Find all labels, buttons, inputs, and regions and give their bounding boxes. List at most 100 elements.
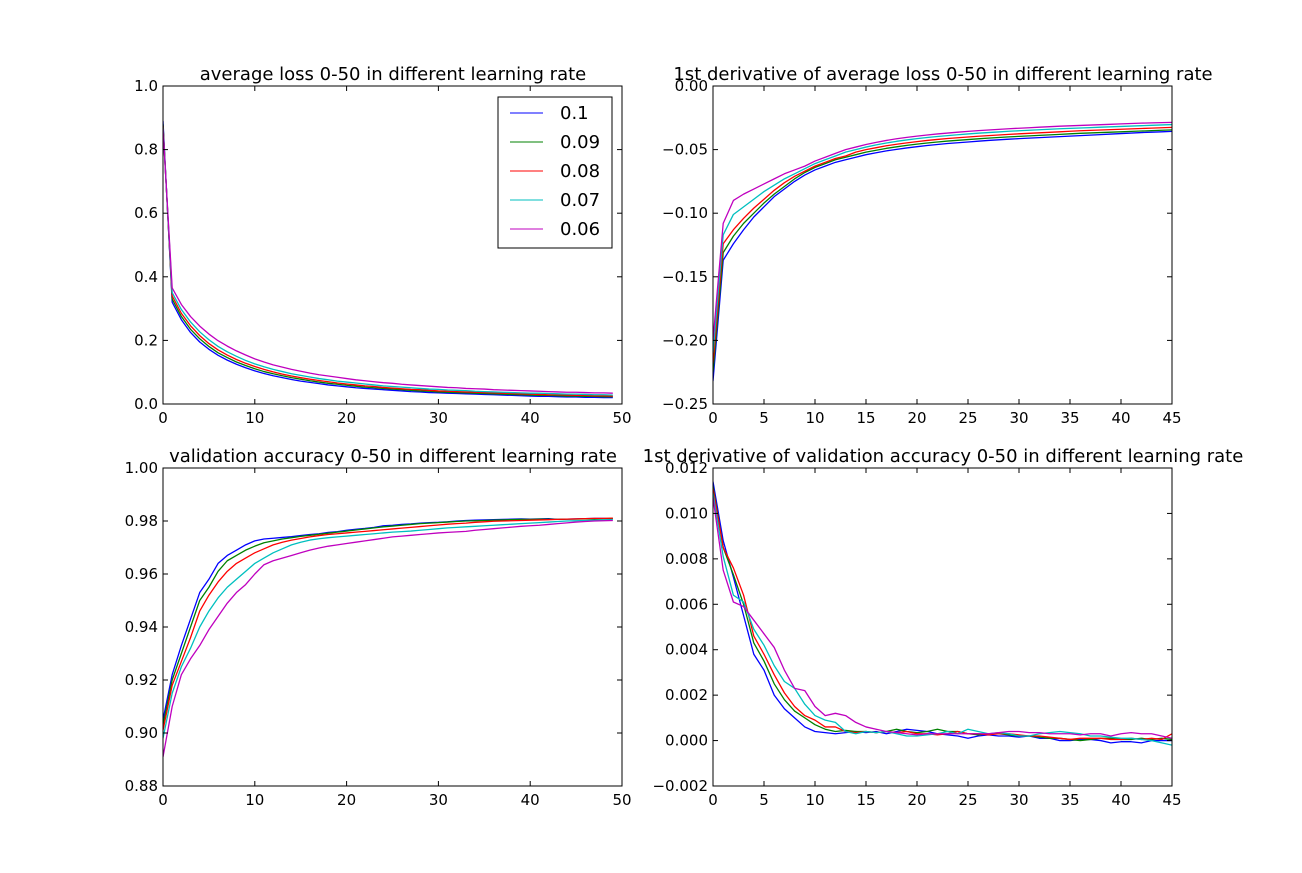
series-line-0.06 [713, 497, 1172, 739]
legend-box [497, 96, 613, 249]
subplot-validation-accuracy: 0 10 20 30 40 500.880.900.920.940.960.981.00 … [125, 446, 632, 809]
x-tick-label: 40 [521, 791, 540, 809]
y-tick-label: 0.98 [125, 512, 158, 530]
y-tick-label: 1.00 [125, 459, 158, 477]
y-tick-label: 0.000 [665, 732, 708, 750]
y-tick-label: 0.00 [675, 77, 708, 95]
x-tick-label: 0 [708, 791, 718, 809]
y-tick-label: −0.15 [662, 268, 708, 286]
y-tick-label: 1.0 [134, 77, 158, 95]
x-tick-label: 15 [856, 409, 875, 427]
plot-area: 0 5 10 15 20 25 30 35 40 45 −0.002 0.000 0.002 0.004 0… [652, 459, 1181, 809]
series-line-0.09 [713, 129, 1172, 373]
y-tick-label: 0.88 [125, 777, 158, 795]
series-group [163, 517, 613, 757]
series-line-0.07 [713, 123, 1172, 354]
series-line-0.06 [163, 128, 613, 394]
y-tick-label: 0.2 [134, 331, 158, 349]
subplot-title: average loss 0-50 in different learning … [200, 64, 587, 85]
legend-entry: 0.08 [510, 161, 600, 182]
legend-entry: 0.07 [510, 190, 600, 211]
x-tick-label: 25 [958, 409, 977, 427]
y-tick-label: 0.96 [125, 565, 158, 583]
y-tick-label: 0.008 [665, 550, 708, 568]
x-tick-label: 35 [1060, 409, 1079, 427]
y-tick-label: 0.002 [665, 686, 708, 704]
x-tick-label: 5 [759, 791, 769, 809]
x-tick-label: 45 [1162, 791, 1181, 809]
x-tick-label: 50 [612, 409, 631, 427]
subplot-title: validation accuracy 0-50 in different le… [169, 446, 617, 467]
series-line-0.1 [163, 120, 613, 399]
x-tick-label: 35 [1060, 791, 1079, 809]
x-tick-label: 30 [429, 409, 448, 427]
axes-frame [712, 85, 1173, 405]
y-tick-label: −0.20 [662, 331, 708, 349]
series-line-0.08 [163, 517, 613, 731]
legend-entry: 0.06 [510, 219, 600, 240]
y-tick-label: −0.05 [662, 141, 708, 159]
series-line-0.1 [713, 130, 1172, 382]
y-tick-label: 0.004 [665, 641, 708, 659]
series-line-0.08 [713, 126, 1172, 364]
x-tick-label: 0 [158, 409, 168, 427]
subplot-title: 1st derivative of average loss 0-50 in d… [673, 64, 1212, 85]
x-tick-label: 40 [1111, 409, 1130, 427]
x-tick-label: 40 [1111, 791, 1130, 809]
legend-label: 0.09 [560, 132, 600, 153]
legend-entry: 0.09 [510, 132, 600, 153]
x-tick-label: 30 [1009, 791, 1028, 809]
subplot-accuracy-derivative: 0 5 10 15 20 25 30 35 40 45 −0.002 0.000 0.002 0.004 0… [643, 446, 1244, 809]
legend-label: 0.1 [560, 103, 589, 124]
y-tick-label: −0.002 [652, 777, 708, 795]
series-line-0.09 [163, 124, 613, 398]
y-tick-label: −0.25 [662, 395, 708, 413]
series-line-0.09 [163, 517, 613, 726]
y-tick-label: 0.4 [134, 268, 158, 286]
legend-label: 0.06 [560, 219, 600, 240]
series-line-0.07 [163, 519, 613, 739]
x-tick-label: 50 [612, 791, 631, 809]
x-tick-label: 20 [907, 791, 926, 809]
series-line-0.08 [163, 125, 613, 397]
x-tick-label: 20 [337, 409, 356, 427]
x-tick-label: 20 [907, 409, 926, 427]
x-tick-label: 10 [245, 791, 264, 809]
x-tick-label: 15 [856, 791, 875, 809]
y-tick-label: 0.012 [665, 459, 708, 477]
y-tick-label: −0.10 [662, 204, 708, 222]
series-group [163, 120, 613, 399]
y-tick-label: 0.92 [125, 671, 158, 689]
series-group [713, 121, 1172, 382]
axes-frame [162, 85, 623, 405]
y-tick-label: 0.90 [125, 724, 158, 742]
legend-label: 0.07 [560, 190, 600, 211]
axes-frame [712, 467, 1173, 787]
series-line-0.06 [713, 121, 1172, 341]
plot-area: 0 5 10 15 20 25 30 35 40 45 −0.25 −0.20 −0.15 −0.10 −0… [662, 77, 1182, 427]
x-tick-label: 10 [805, 409, 824, 427]
x-tick-label: 30 [1009, 409, 1028, 427]
x-tick-label: 25 [958, 791, 977, 809]
x-tick-label: 0 [708, 409, 718, 427]
plot-area: 0 10 20 30 40 50 0.88 0.90 0.92 0.94 0.96 0.98 1.00 [125, 459, 632, 809]
y-tick-label: 0.006 [665, 595, 708, 613]
legend-entry: 0.1 [510, 103, 589, 124]
y-tick-label: 0.8 [134, 141, 158, 159]
legend: 0.1 0.09 0.08 0.07 0.06 [497, 96, 613, 249]
y-tick-label: 0.0 [134, 395, 158, 413]
y-tick-label: 0.6 [134, 204, 158, 222]
series-line-0.07 [163, 127, 613, 396]
series-line-0.06 [163, 519, 613, 757]
x-tick-label: 20 [337, 791, 356, 809]
y-tick-label: 0.94 [125, 618, 158, 636]
plot-area: 0 10 20 30 40 50 0.0 0.2 0.4 0.6 0.8 1.0 [134, 77, 631, 427]
x-tick-label: 10 [805, 791, 824, 809]
x-tick-label: 30 [429, 791, 448, 809]
subplot-title: 1st derivative of validation accuracy 0-… [643, 446, 1244, 467]
x-tick-label: 40 [521, 409, 540, 427]
series-line-0.07 [713, 492, 1172, 746]
series-group [713, 481, 1172, 746]
x-tick-label: 0 [158, 791, 168, 809]
